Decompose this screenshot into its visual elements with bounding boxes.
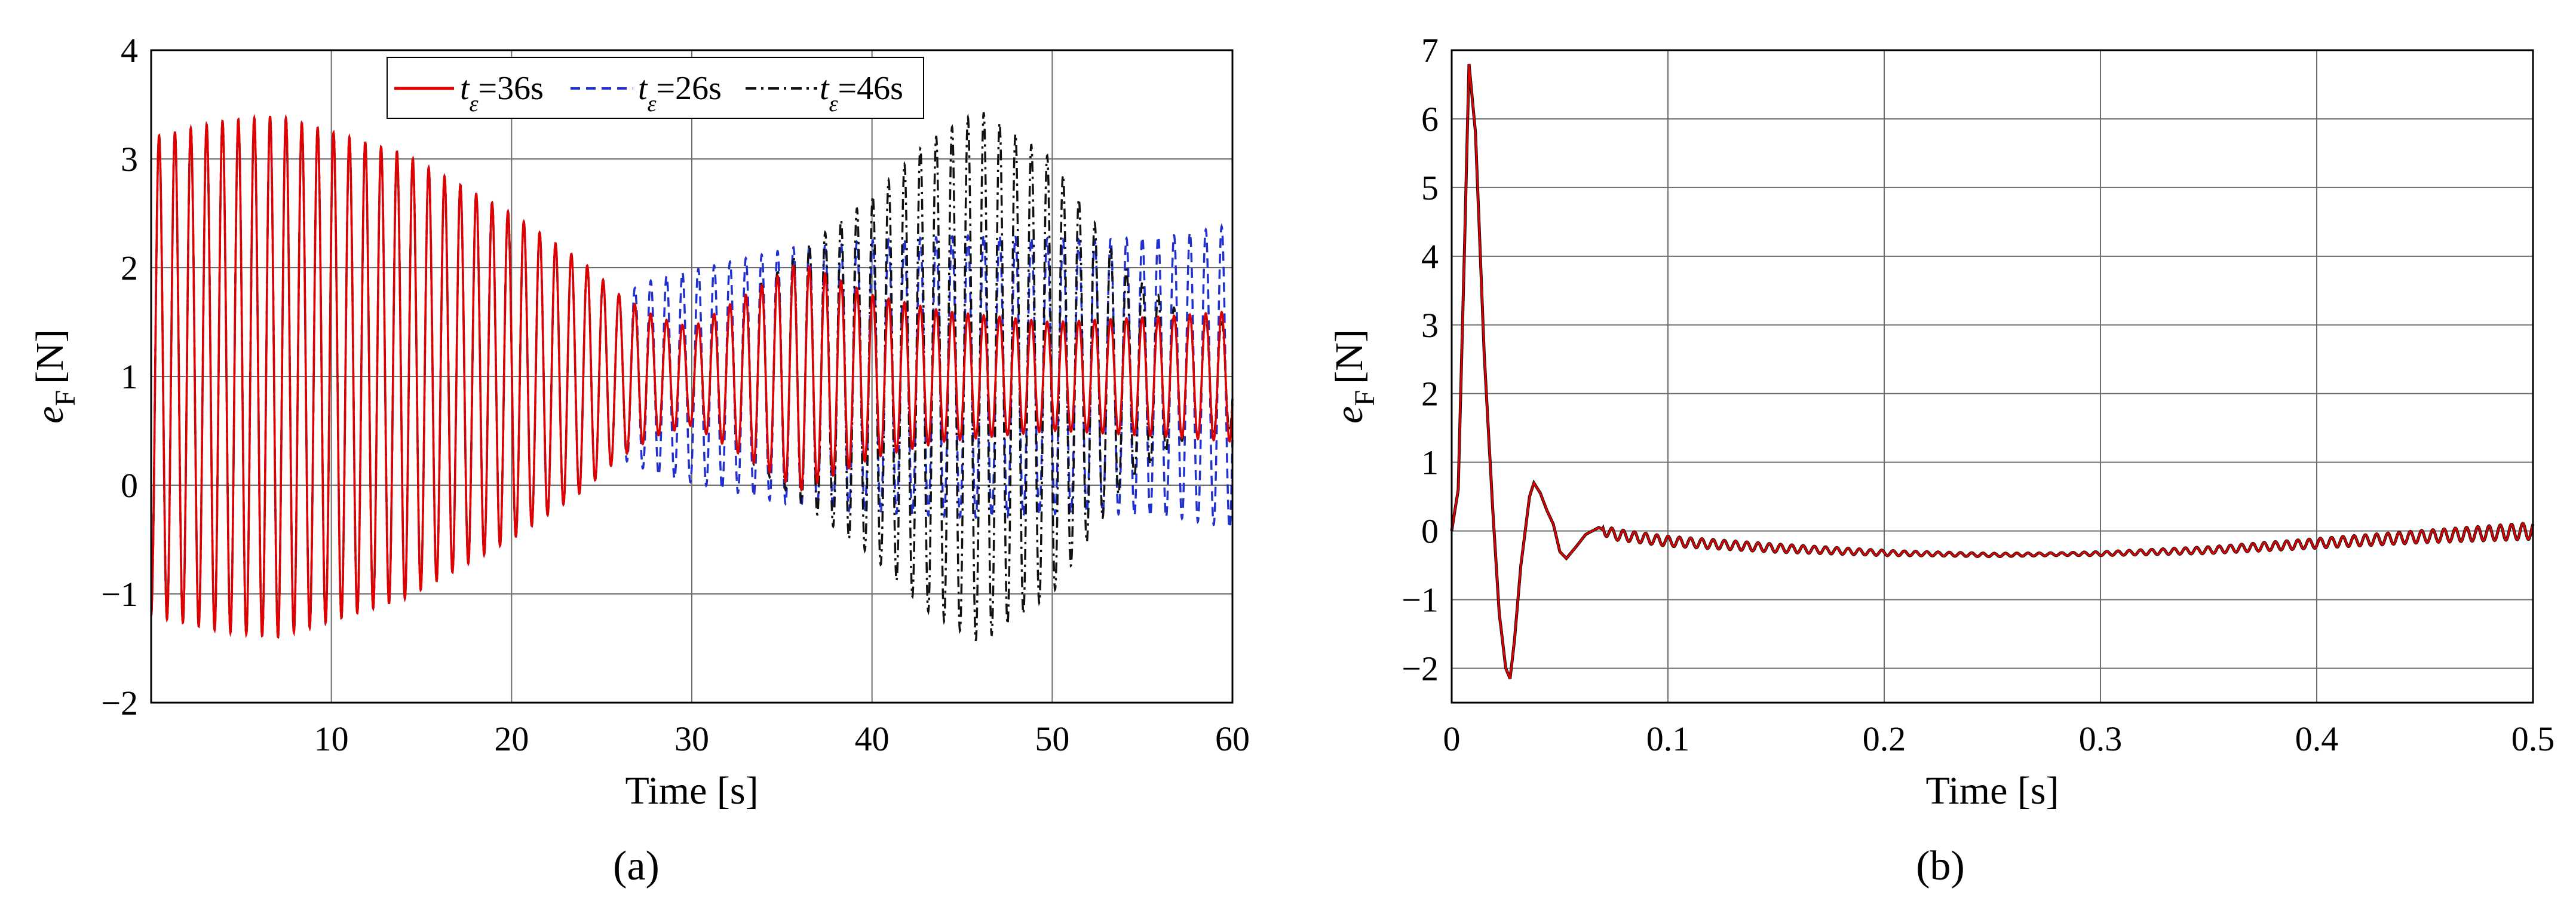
panel-a-x-axis-label: Time [s]: [625, 769, 758, 813]
panel-a-legend: tε=36s tε=26s tε=46s: [387, 57, 924, 119]
y-tick-label: −2: [1402, 649, 1439, 688]
x-tick-label: 60: [1215, 719, 1250, 758]
panel-b-frame: [1450, 49, 2534, 704]
panel-a-x-tick-labels: 10 20 30 40 50 60: [314, 719, 1250, 758]
x-tick-label: 30: [674, 719, 709, 758]
series-line-36s: [150, 114, 1234, 639]
legend-label-26s: tε=26s: [638, 70, 722, 117]
panel-a-y-tick-labels: 4 3 2 1 0 −1 −2: [101, 31, 138, 722]
y-tick-label: 3: [1421, 306, 1439, 345]
y-tick-label: 0: [121, 466, 138, 505]
x-tick-label: 0.3: [2079, 719, 2123, 758]
panel-a-series: [150, 112, 1234, 641]
x-tick-label: 0: [1443, 719, 1461, 758]
y-tick-label: −1: [101, 575, 138, 614]
panel-a-frame: [150, 49, 1234, 704]
chart-panel-b: 0 0.1 0.2 0.3 0.4 0.5 7 6 5 4 3 2 1 0 −1 −2 Time [s] e…: [1327, 31, 2554, 889]
x-tick-label: 0.4: [2295, 719, 2339, 758]
legend-label-36s: tε=36s: [460, 70, 544, 117]
x-tick-label: 40: [855, 719, 890, 758]
panel-b-series: [1450, 63, 2535, 679]
x-tick-label: 50: [1035, 719, 1069, 758]
y-tick-label: 1: [121, 357, 138, 396]
panel-b-grid: [1452, 50, 2533, 703]
panel-b-label: (b): [1916, 843, 1965, 889]
x-tick-label: 20: [494, 719, 529, 758]
y-tick-label: 2: [1421, 375, 1439, 413]
x-tick-label: 0.2: [1863, 719, 1906, 758]
y-tick-label: 6: [1421, 100, 1439, 139]
panel-b-y-axis-label: eF[N]: [1327, 329, 1381, 424]
y-tick-label: 4: [121, 31, 138, 70]
y-tick-label: −1: [1402, 581, 1439, 620]
legend-box: [387, 57, 924, 119]
y-tick-label: 4: [1421, 237, 1439, 276]
y-tick-label: 5: [1421, 168, 1439, 207]
y-tick-label: 3: [121, 140, 138, 179]
panel-b-x-tick-labels: 0 0.1 0.2 0.3 0.4 0.5: [1443, 719, 2555, 758]
y-tick-label: 2: [121, 249, 138, 287]
y-tick-label: 0: [1421, 512, 1439, 551]
x-tick-label: 0.1: [1646, 719, 1690, 758]
panel-a-label: (a): [613, 843, 660, 889]
legend-label-46s: tε=46s: [820, 70, 903, 117]
y-tick-label: 7: [1421, 31, 1439, 70]
y-tick-label: 1: [1421, 443, 1439, 482]
x-tick-label: 0.5: [2511, 719, 2555, 758]
y-tick-label: −2: [101, 684, 138, 722]
panel-b-y-tick-labels: 7 6 5 4 3 2 1 0 −1 −2: [1402, 31, 1439, 688]
panel-b-x-axis-label: Time [s]: [1925, 769, 2059, 813]
panel-a-y-axis-label: eF[N]: [28, 329, 81, 424]
x-tick-label: 10: [314, 719, 349, 758]
series-line-red: [1450, 63, 2534, 679]
